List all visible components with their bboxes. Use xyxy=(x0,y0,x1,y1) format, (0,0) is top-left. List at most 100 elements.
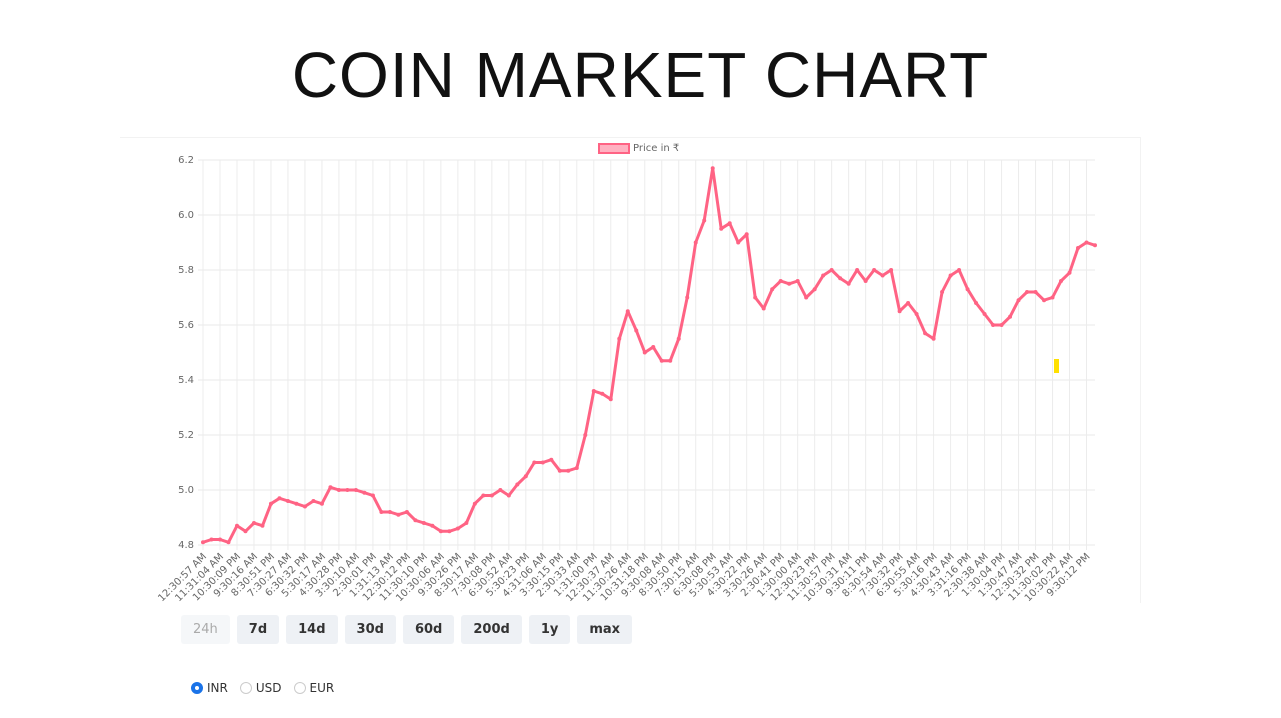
range-buttons: 24h 7d 14d 30d 60d 200d 1y max xyxy=(181,615,633,644)
price-point xyxy=(523,474,528,479)
currency-radio[interactable]: EUR xyxy=(293,681,335,695)
price-point xyxy=(753,295,758,300)
price-point xyxy=(668,358,673,363)
price-point xyxy=(455,526,460,531)
price-point xyxy=(277,496,282,501)
price-point xyxy=(744,232,749,237)
y-tick-label: 5.2 xyxy=(178,430,194,441)
price-point xyxy=(1050,295,1055,300)
price-point xyxy=(906,301,911,305)
radio-label: EUR xyxy=(309,681,335,695)
price-point xyxy=(600,391,605,396)
price-point xyxy=(268,501,273,506)
range-button[interactable]: max xyxy=(577,615,633,644)
price-point xyxy=(217,537,222,542)
price-point xyxy=(234,523,239,528)
price-point xyxy=(863,279,868,283)
price-point xyxy=(336,488,341,492)
price-point xyxy=(957,268,962,272)
price-point xyxy=(438,529,443,534)
price-point xyxy=(396,512,401,517)
price-point xyxy=(982,312,987,316)
price-point xyxy=(625,309,630,314)
price-point xyxy=(948,273,953,278)
price-point xyxy=(923,331,928,336)
price-point xyxy=(226,540,231,545)
currency-options: INR USD EUR xyxy=(191,681,334,695)
y-tick-label: 6.2 xyxy=(178,155,194,166)
price-point xyxy=(353,488,358,492)
currency-radio[interactable]: INR xyxy=(191,681,228,695)
price-point xyxy=(285,499,290,503)
price-point xyxy=(846,281,851,286)
price-point xyxy=(634,328,639,333)
price-point xyxy=(1042,298,1047,303)
price-point xyxy=(727,221,732,226)
price-point xyxy=(795,279,800,283)
price-point xyxy=(931,336,936,341)
price-point xyxy=(829,268,834,272)
price-point xyxy=(413,518,418,523)
price-point xyxy=(991,323,996,327)
radio-circle xyxy=(191,682,203,694)
price-point xyxy=(243,529,248,534)
price-point xyxy=(294,501,299,506)
price-point xyxy=(940,290,945,294)
price-point xyxy=(1016,298,1021,303)
price-point xyxy=(362,490,367,495)
price-point xyxy=(642,350,647,355)
price-point xyxy=(319,501,324,506)
page-title: COIN MARKET CHART xyxy=(291,39,990,111)
price-point xyxy=(1059,279,1064,283)
y-tick-label: 5.4 xyxy=(178,375,194,386)
price-point xyxy=(855,268,860,272)
price-point xyxy=(1093,243,1097,248)
price-point xyxy=(693,240,698,245)
range-button[interactable]: 200d xyxy=(461,615,522,644)
price-point xyxy=(430,523,435,528)
price-point xyxy=(489,493,494,498)
price-point xyxy=(999,323,1004,327)
price-point xyxy=(1008,314,1013,319)
price-point xyxy=(710,166,715,171)
price-point xyxy=(719,226,724,231)
price-point xyxy=(617,336,622,341)
price-point xyxy=(880,273,885,278)
price-point xyxy=(889,268,894,272)
price-point xyxy=(685,295,690,300)
y-tick-label: 5.8 xyxy=(178,265,194,276)
price-point xyxy=(566,468,571,473)
price-point xyxy=(659,358,664,363)
price-point xyxy=(651,345,656,349)
price-point xyxy=(251,521,256,525)
radio-circle xyxy=(293,682,306,694)
range-button[interactable]: 14d xyxy=(286,615,338,644)
range-button[interactable]: 1y xyxy=(528,615,571,644)
price-point xyxy=(549,457,554,462)
price-point xyxy=(583,433,588,437)
price-point xyxy=(201,540,205,545)
currency-radio[interactable]: USD xyxy=(239,681,282,695)
range-button[interactable]: 30d xyxy=(344,615,396,644)
price-point xyxy=(421,521,426,525)
radio-label: INR xyxy=(207,681,228,695)
price-point xyxy=(1076,246,1081,250)
price-point xyxy=(702,218,707,223)
price-point xyxy=(821,273,826,278)
chart-card xyxy=(120,137,1141,603)
price-point xyxy=(506,493,511,498)
price-point xyxy=(591,389,596,393)
range-button[interactable]: 60d xyxy=(402,615,455,644)
price-point xyxy=(557,468,562,473)
range-button[interactable]: 24h xyxy=(181,615,230,644)
price-point xyxy=(379,510,384,514)
price-point xyxy=(472,501,477,506)
price-point xyxy=(812,287,817,292)
range-button[interactable]: 7d xyxy=(236,615,280,644)
y-tick-label: 6.0 xyxy=(178,210,194,221)
price-point xyxy=(574,466,579,470)
price-point xyxy=(447,529,452,534)
price-point xyxy=(345,488,350,492)
price-point xyxy=(838,276,843,281)
